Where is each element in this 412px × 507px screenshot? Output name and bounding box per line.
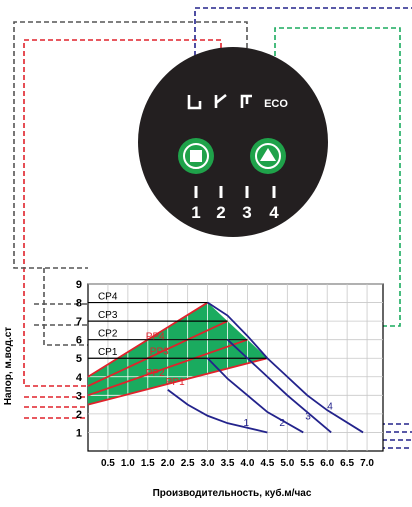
y-tick-label-4: 5 — [76, 353, 82, 365]
connector-line-5 — [43, 268, 88, 346]
x-tick-label-12: 6.5 — [340, 458, 354, 469]
x-tick-label-8: 4.5 — [260, 458, 274, 469]
x-tick-label-0: 0.5 — [101, 458, 115, 469]
pump-curve-label-2: 2 — [279, 418, 285, 429]
x-tick-label-9: 5.0 — [280, 458, 294, 469]
pp-label-pp2: PP2 — [146, 368, 165, 379]
y-tick-label-3: 4 — [76, 372, 83, 384]
x-axis-title: Производительность, куб.м/час — [153, 487, 312, 499]
x-tick-label-10: 5.5 — [300, 458, 314, 469]
pp-line-pp2 — [87, 338, 248, 397]
cp-label-cp2: CP2 — [98, 329, 118, 340]
chart: 0.5 1.0 1.5 2.0 2.5 3.0 3.5 4.0 4.5 5.0 5.5 6.0 6.5 7… — [3, 279, 384, 499]
speed-number-4: 4 — [269, 203, 279, 222]
y-axis-title: Напор, м.вод.ст — [3, 327, 14, 405]
speed-numbers: 1 2 3 4 — [191, 203, 279, 222]
pump-curve-label-3: 3 — [305, 411, 311, 422]
x-tick-label-6: 3.5 — [221, 458, 235, 469]
stop-button-ring — [183, 143, 209, 169]
pp-line-pp3 — [87, 320, 228, 387]
mode-icon-1 — [187, 95, 202, 110]
y-tick-label-6: 7 — [76, 316, 82, 328]
control-panel: ECO 1 2 3 4 — [138, 47, 328, 237]
chart-tick-labels: 0.5 1.0 1.5 2.0 2.5 3.0 3.5 4.0 4.5 5.0 5.5 6.0 6.5 7… — [76, 279, 375, 469]
mode-icon-3-shape — [240, 94, 252, 108]
cp-label-cp3: CP3 — [98, 310, 118, 321]
square-stop-icon — [190, 150, 202, 162]
up-button-ring — [255, 143, 281, 169]
mode-icon-2 — [214, 93, 227, 108]
pp-line-pp1 — [87, 357, 268, 406]
pump-curve-4 — [207, 301, 364, 434]
panel-disc — [138, 47, 328, 237]
pump-curve-1 — [167, 389, 268, 434]
up-button[interactable] — [250, 138, 286, 174]
x-tick-label-4: 2.5 — [181, 458, 195, 469]
pump-curves — [167, 301, 364, 434]
x-tick-label-5: 3.0 — [201, 458, 215, 469]
x-tick-label-13: 7.0 — [360, 458, 374, 469]
eco-label: ECO — [264, 98, 288, 110]
y-tick-label-0: 1 — [76, 427, 82, 439]
speed-number-3: 3 — [242, 203, 251, 222]
y-tick-label-5: 6 — [76, 335, 82, 347]
pp-label-pp3: PP3 — [150, 347, 169, 358]
stop-button[interactable] — [178, 138, 214, 174]
x-tick-label-7: 4.0 — [241, 458, 255, 469]
connector-line-2 — [13, 21, 248, 269]
y-tick-label-1: 2 — [76, 409, 82, 421]
mode-icon-1-shape — [187, 95, 202, 110]
speed-number-2: 2 — [216, 203, 225, 222]
x-tick-label-3: 2.0 — [161, 458, 175, 469]
pump-curve-3 — [226, 339, 332, 434]
y-tick-label-2: 3 — [76, 390, 82, 402]
mode-icon-3 — [240, 94, 252, 108]
x-tick-label-11: 6.0 — [320, 458, 334, 469]
x-tick-label-2: 1.5 — [141, 458, 155, 469]
y-tick-label-8: 9 — [76, 279, 82, 291]
cp-label-cp4: CP4 — [98, 292, 118, 303]
y-tick-label-7: 8 — [76, 298, 82, 310]
cp-label-cp1: CP1 — [98, 347, 118, 358]
constant-pressure-lines — [88, 301, 268, 359]
triangle-up-icon — [260, 148, 276, 161]
pp-label-pp4: PP4 — [146, 332, 165, 343]
x-tick-label-1: 1.0 — [121, 458, 135, 469]
pp-label-pp1: PP1 — [166, 377, 185, 388]
speed-indicators — [194, 186, 276, 198]
pump-curve-label-1: 1 — [243, 418, 249, 429]
pump-curve-label-4: 4 — [327, 401, 333, 412]
pump-curve-2 — [206, 357, 304, 434]
mode-icon-2-shape — [214, 93, 227, 108]
speed-number-1: 1 — [191, 203, 200, 222]
